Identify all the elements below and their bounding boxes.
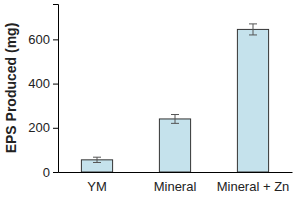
y-tick: 400	[28, 76, 58, 91]
y-tick-label: 0	[43, 165, 50, 180]
y-axis: 0 200 400 600	[28, 5, 58, 180]
y-tick-mark	[53, 172, 58, 173]
chart-container: 0 200 400 600 YM Mineral Mineral + Zn EPS Produ…	[0, 0, 300, 210]
bar	[159, 119, 190, 172]
marks	[81, 24, 268, 172]
error-bar	[171, 115, 179, 124]
y-tick: 200	[28, 120, 58, 135]
error-bar	[93, 157, 101, 162]
bar	[237, 29, 268, 172]
y-tick-label: 200	[28, 120, 50, 135]
plot-area: 0 200 400 600 YM Mineral Mineral + Zn	[28, 5, 292, 194]
y-tick-label: 400	[28, 76, 50, 91]
y-tick-mark	[53, 84, 58, 85]
y-tick-label: 600	[28, 32, 50, 47]
x-tick-label: Mineral	[154, 179, 197, 194]
chart-svg: 0 200 400 600 YM Mineral Mineral + Zn EPS Produ…	[0, 0, 300, 210]
x-tick-label: YM	[87, 179, 107, 194]
x-tick: Mineral + Zn	[217, 179, 290, 194]
error-bar	[249, 24, 257, 35]
y-tick: 0	[43, 165, 58, 180]
x-axis: YM Mineral Mineral + Zn	[59, 173, 293, 194]
x-axis-line	[59, 172, 293, 173]
y-tick-mark	[53, 39, 58, 40]
y-axis-title: EPS Produced (mg)	[3, 23, 19, 154]
x-tick: Mineral	[154, 179, 197, 194]
x-tick-label: Mineral + Zn	[217, 179, 290, 194]
y-tick: 600	[28, 32, 58, 47]
y-tick-mark	[53, 128, 58, 129]
y-axis-line	[53, 5, 59, 173]
x-tick: YM	[87, 179, 107, 194]
